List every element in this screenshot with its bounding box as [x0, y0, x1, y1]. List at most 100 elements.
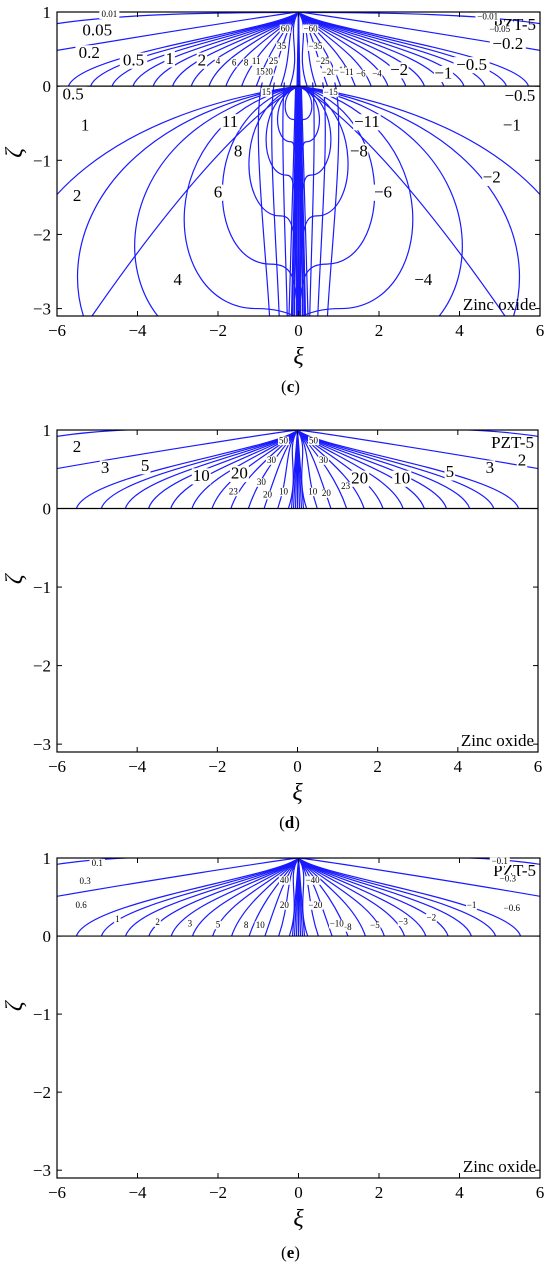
- contour-label: 0.01: [101, 9, 117, 19]
- contour-label-bg: [304, 876, 321, 885]
- contour-label-bg: [73, 901, 89, 910]
- contour-label-bg: [114, 915, 121, 924]
- contour-label: 20: [280, 900, 290, 910]
- contour-label: 3: [188, 919, 193, 929]
- y-tick-label: 1: [43, 849, 52, 868]
- contour-label: −0.3: [500, 873, 517, 883]
- contour-line: [57, 430, 298, 470]
- contour-label-bg: [99, 460, 111, 477]
- contour-label-bg: [302, 24, 319, 34]
- contour-lines: [57, 858, 540, 937]
- contour-label: −15: [324, 87, 339, 97]
- x-tick-label: 4: [455, 321, 464, 340]
- contour-label: −2: [427, 912, 437, 922]
- contour-line: [298, 85, 463, 316]
- contour-label: 10: [279, 486, 289, 496]
- x-tick-label: 6: [536, 321, 545, 340]
- contour-label-bg: [254, 67, 266, 77]
- contour-line: [67, 12, 299, 87]
- contour-label-bg: [154, 918, 161, 927]
- contour-label-bg: [516, 452, 528, 469]
- contour-label: 0.3: [80, 876, 92, 886]
- x-tick-label: 6: [536, 1183, 545, 1202]
- contour-label-bg: [255, 478, 267, 487]
- x-tick-label: 4: [455, 1183, 464, 1202]
- contour-label-bg: [276, 42, 288, 51]
- contour-label-bg: [487, 25, 512, 34]
- contour-label: −0.05: [489, 24, 510, 34]
- region-label-top: PZT-5: [491, 433, 534, 452]
- contour-line: [309, 82, 315, 316]
- contour-label-bg: [475, 12, 500, 22]
- contour-label: −0.1: [492, 856, 508, 866]
- y-axis-label: ζ: [2, 572, 28, 584]
- x-tick-label: −4: [128, 1183, 147, 1202]
- contour-label: 0.05: [82, 21, 112, 40]
- contour-label-bg: [392, 470, 412, 487]
- contour-line: [297, 858, 306, 937]
- contour-label: 1: [115, 914, 120, 924]
- contour-label-bg: [307, 487, 319, 497]
- contour-label: 20: [263, 490, 273, 500]
- contour-label: 5: [141, 456, 150, 475]
- contour-line: [231, 858, 299, 937]
- contour-label: 5: [216, 919, 221, 929]
- contour-label-bg: [99, 10, 120, 19]
- contour-line: [290, 86, 297, 316]
- contour-label: 20: [231, 464, 248, 483]
- contour-label-bg: [369, 921, 381, 931]
- contour-label: −0.5: [504, 86, 535, 105]
- contour-line: [257, 82, 271, 316]
- contour-label: −40: [306, 875, 321, 885]
- contour-label: 8: [244, 920, 249, 930]
- contour-label-bg: [355, 69, 367, 79]
- contour-label: 10: [393, 468, 410, 487]
- contour-label: −0.01: [477, 11, 498, 21]
- contour-label: 6: [232, 57, 237, 67]
- contour-label: −6: [356, 69, 366, 79]
- y-tick-label: −3: [33, 1161, 51, 1180]
- contour-label-bg: [466, 901, 478, 910]
- contour-label: −8: [342, 922, 352, 932]
- contour-label: 25: [269, 56, 279, 66]
- contour-label-bg: [227, 487, 239, 497]
- contour-label-bg: [278, 876, 290, 885]
- contour-label: −1: [434, 64, 452, 83]
- contour-label-bg: [277, 487, 289, 497]
- contour-line: [300, 86, 309, 316]
- contour-label-bg: [489, 36, 526, 53]
- contour-label: −11: [340, 67, 354, 77]
- y-tick-label: −3: [33, 300, 51, 319]
- contour-label: 20: [322, 488, 332, 498]
- contour-line: [298, 12, 530, 87]
- contour-line: [298, 85, 506, 316]
- x-tick-label: −6: [48, 1183, 66, 1202]
- x-axis-label: ξ: [293, 1206, 304, 1232]
- contour-label: 30: [267, 455, 277, 465]
- contour-label-bg: [318, 456, 330, 465]
- contour-label-bg: [139, 458, 151, 475]
- y-tick-label: −2: [33, 225, 51, 244]
- contour-label: −5: [370, 920, 380, 930]
- contour-label: 4: [174, 270, 183, 289]
- x-tick-label: 0: [294, 321, 303, 340]
- contour-line: [75, 858, 299, 937]
- x-tick-label: −4: [128, 757, 147, 776]
- contour-label-bg: [196, 52, 208, 69]
- contour-label-bg: [59, 86, 87, 103]
- contour-label: −20: [308, 900, 323, 910]
- contour-label-bg: [279, 24, 291, 34]
- contour-label-bg: [308, 436, 320, 446]
- contour-label: 30: [319, 455, 329, 465]
- contour-label-bg: [172, 272, 183, 289]
- contour-label: −35: [308, 41, 323, 51]
- contour-label: 5: [446, 462, 455, 481]
- y-axis-label: ζ: [2, 146, 28, 158]
- contour-label: 11: [222, 112, 238, 131]
- contour-label: 10: [193, 466, 210, 485]
- contour-label: 0.5: [123, 50, 144, 69]
- contour-label: 60: [281, 23, 291, 33]
- contour-label-bg: [254, 921, 266, 931]
- x-tick-label: 4: [454, 757, 463, 776]
- contour-label: 0.1: [92, 858, 103, 868]
